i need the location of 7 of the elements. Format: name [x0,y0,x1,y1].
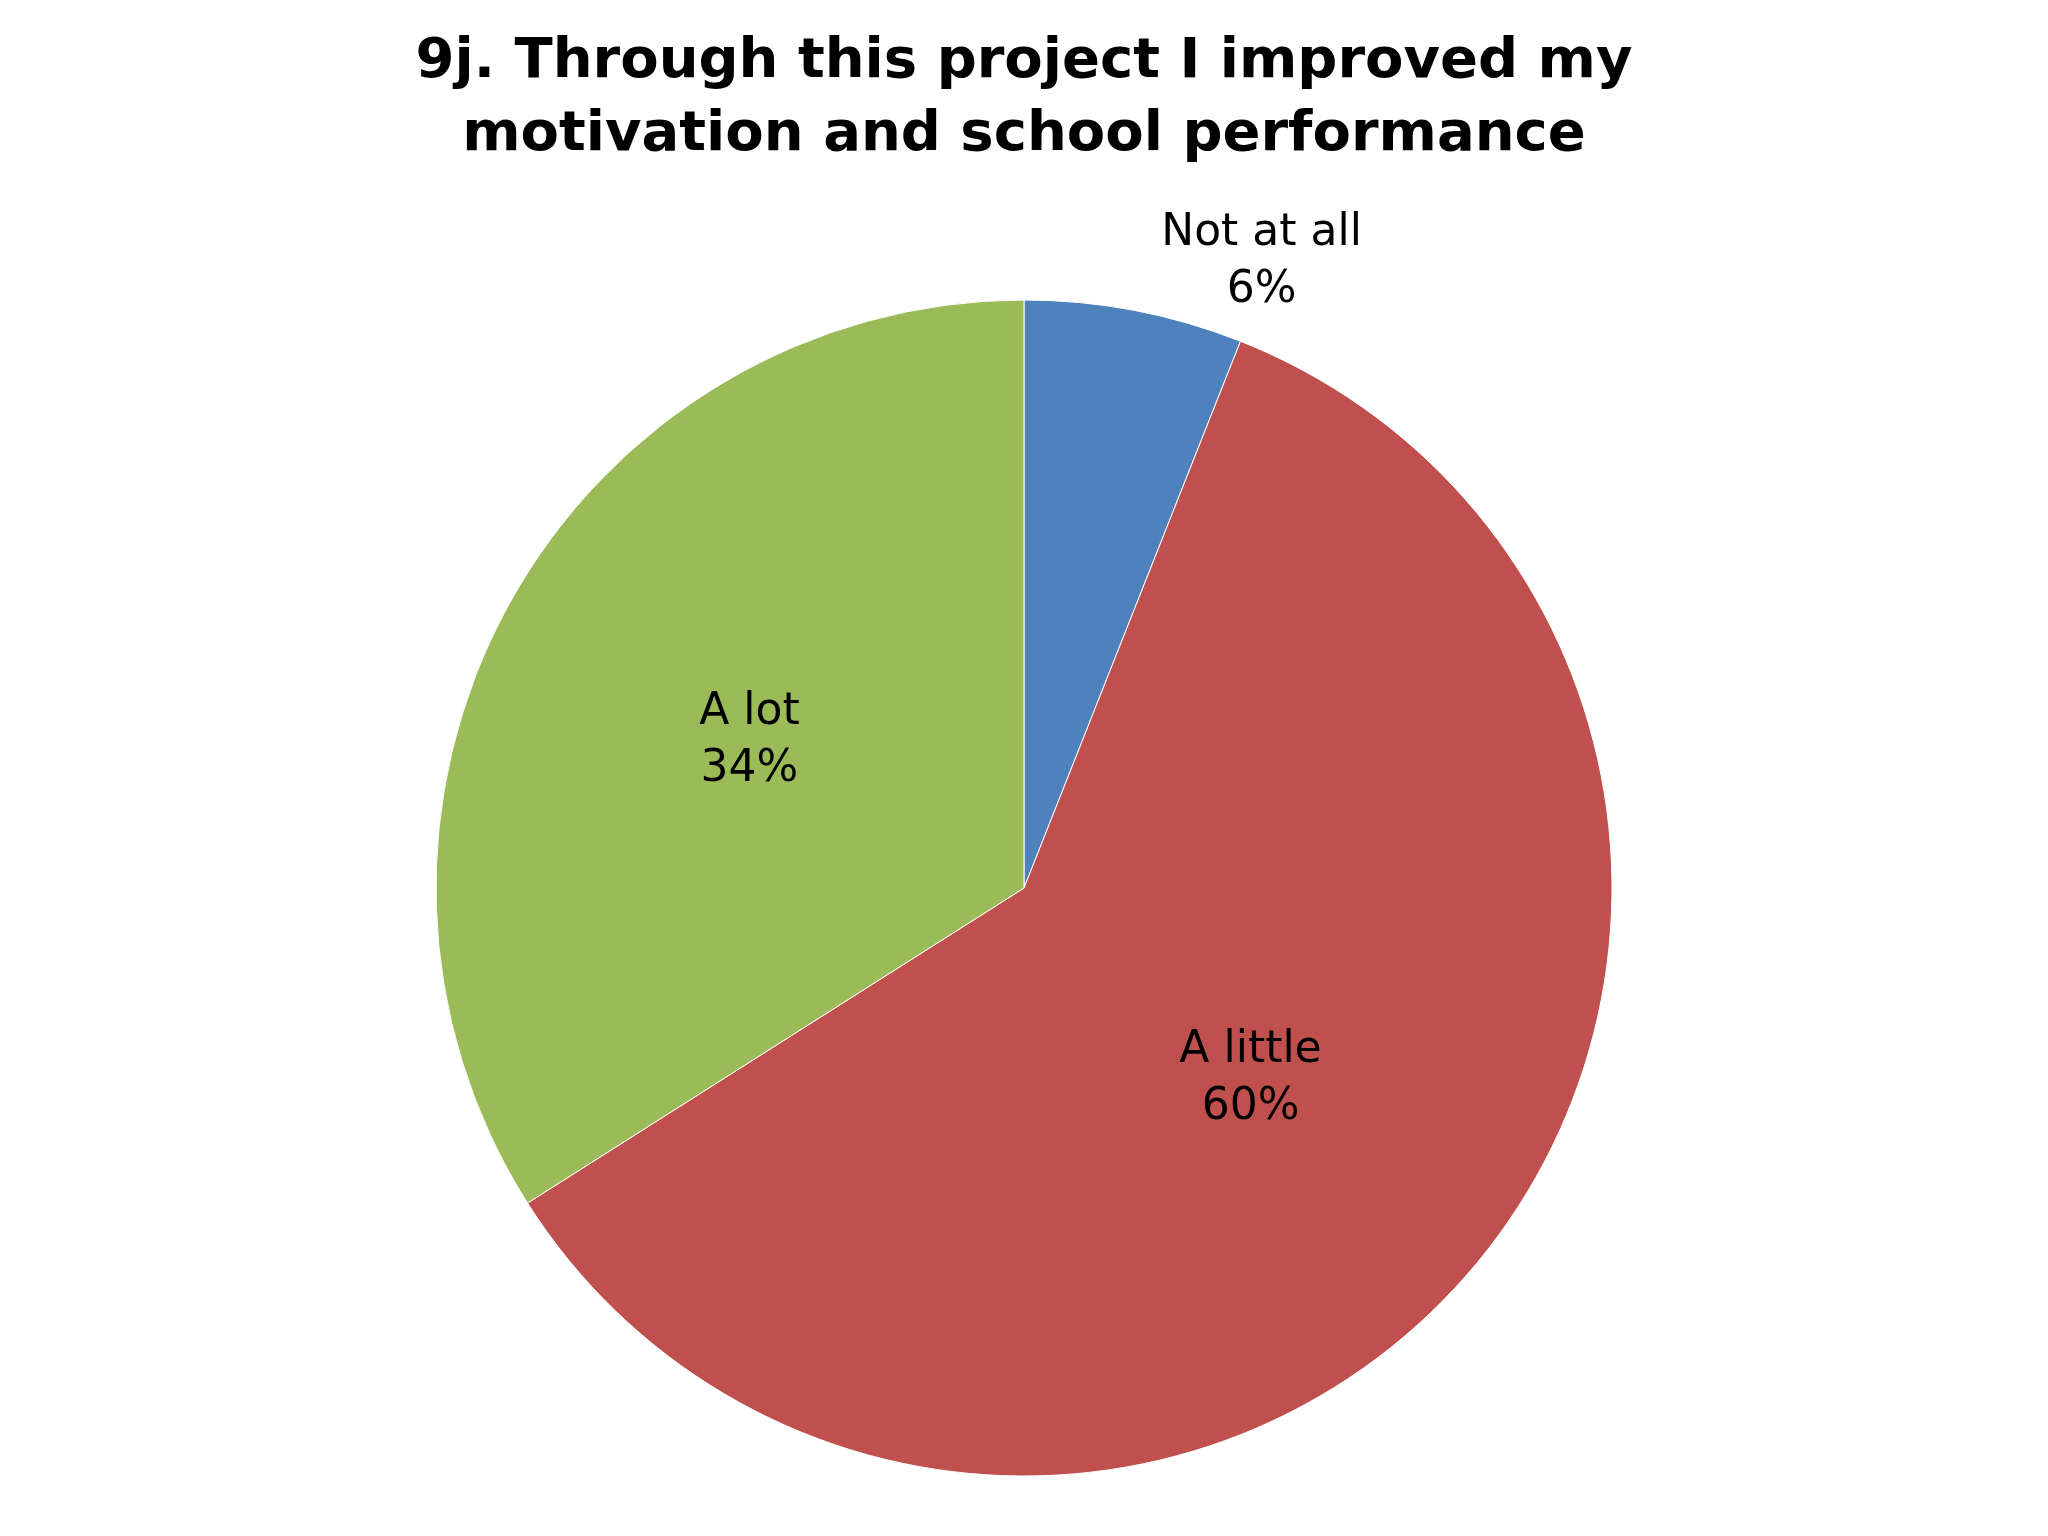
data-label: 34% [700,740,799,792]
slice-label: A little [1179,1021,1322,1073]
slice-label: A lot [699,682,800,734]
data-label: 6% [1226,261,1297,313]
chart-title: 9j. Through this project I improved my motivation and school performance [415,24,1633,163]
slice-label: Not at all [1161,204,1362,256]
data-label: 60% [1201,1078,1300,1130]
